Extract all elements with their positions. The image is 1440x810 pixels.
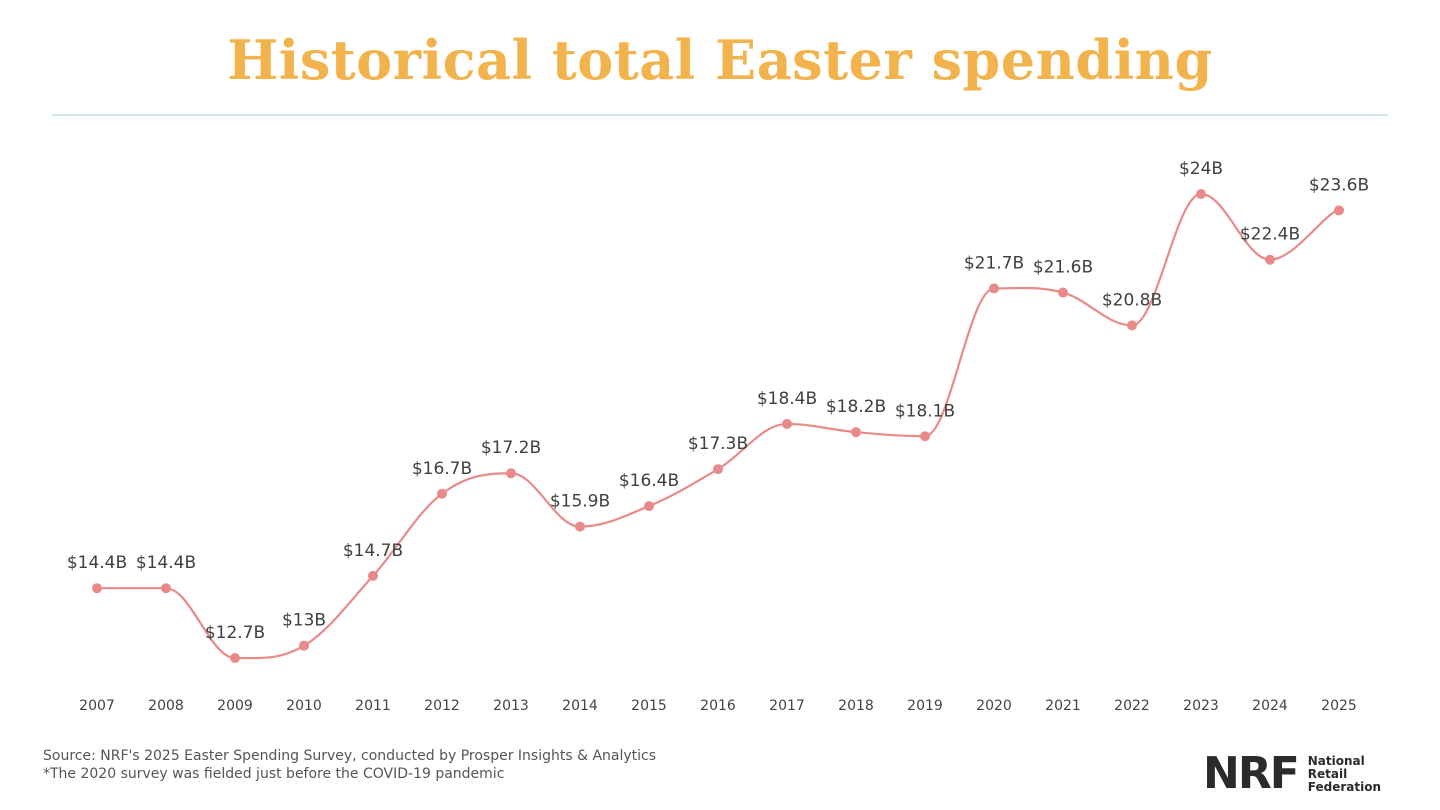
data-label-2010: $13B [282,611,326,631]
logo-mark: NRF [1203,748,1300,799]
data-point-2009 [230,653,240,663]
nrf-logo: NRF National Retail Federation [1203,752,1381,796]
data-point-2008 [161,583,171,594]
data-point-2007 [92,583,102,594]
data-point-2010 [299,640,309,651]
x-tick-2024: 2024 [1252,698,1288,714]
data-label-2013: $17.2B [481,438,541,458]
data-point-2016 [713,464,723,475]
x-tick-2008: 2008 [148,698,184,714]
data-point-2020 [989,283,999,294]
data-label-2011: $14.7B [343,541,403,561]
data-label-2020: $21.7B [964,253,1024,273]
data-point-2017 [782,418,792,429]
data-point-2015 [644,501,654,512]
source-text: Source: NRF's 2025 Easter Spending Surve… [43,748,657,764]
x-tick-2020: 2020 [976,698,1012,714]
data-point-2018 [851,427,861,438]
data-label-2016: $17.3B [688,434,748,454]
x-tick-2014: 2014 [562,698,598,714]
x-tick-2022: 2022 [1114,698,1150,714]
x-tick-2017: 2017 [769,698,805,714]
x-tick-2010: 2010 [286,698,322,714]
data-label-2025: $23.6B [1309,175,1369,195]
data-label-2018: $18.2B [826,397,886,417]
data-point-2013 [506,468,516,479]
data-label-2024: $22.4B [1240,225,1300,245]
data-point-2012 [437,488,447,499]
data-label-2012: $16.7B [412,459,472,479]
logo-line-3: Federation [1307,779,1381,794]
data-label-2023: $24B [1179,159,1223,179]
x-tick-2021: 2021 [1045,698,1081,714]
x-tick-2007: 2007 [79,698,115,714]
logo-line-2: Retail [1307,766,1348,781]
title-divider [52,114,1388,116]
data-point-2021 [1058,287,1068,298]
x-tick-2019: 2019 [907,698,943,714]
logo-line-1: National [1307,753,1365,768]
data-label-2017: $18.4B [757,389,817,409]
data-point-2014 [575,521,585,532]
footnote-text: *The 2020 survey was fielded just before… [43,766,505,782]
data-label-2021: $21.6B [1033,258,1093,278]
x-tick-2023: 2023 [1183,698,1219,714]
data-point-2011 [368,570,378,581]
line-chart: $14.4B 2007 $14.4B 2008 $12.7B 2009 $13B 2010 $1… [67,159,1369,714]
x-tick-2015: 2015 [631,698,667,714]
x-tick-2012: 2012 [424,698,460,714]
logo-wordmark: National Retail Federation [1307,753,1381,794]
x-tick-2013: 2013 [493,698,529,714]
data-point-2025 [1334,205,1344,216]
data-label-2014: $15.9B [550,492,610,512]
chart-title: Historical total Easter spending [227,28,1213,92]
source-notes: Source: NRF's 2025 Easter Spending Surve… [43,747,656,783]
data-label-2008: $14.4B [136,553,196,573]
x-tick-2011: 2011 [355,698,391,714]
x-tick-2016: 2016 [700,698,736,714]
x-tick-2009: 2009 [217,698,253,714]
x-tick-2025: 2025 [1321,698,1357,714]
data-label-2007: $14.4B [67,553,127,573]
data-point-2022 [1127,320,1137,331]
series-line [96,192,1340,660]
data-point-2019 [920,431,930,442]
x-tick-2018: 2018 [838,698,874,714]
data-label-2022: $20.8B [1102,290,1162,310]
data-point-2023 [1196,189,1206,199]
data-label-2009: $12.7B [205,623,265,643]
data-label-2019: $18.1B [895,401,955,421]
data-label-2015: $16.4B [619,471,679,491]
data-point-2024 [1265,254,1275,265]
